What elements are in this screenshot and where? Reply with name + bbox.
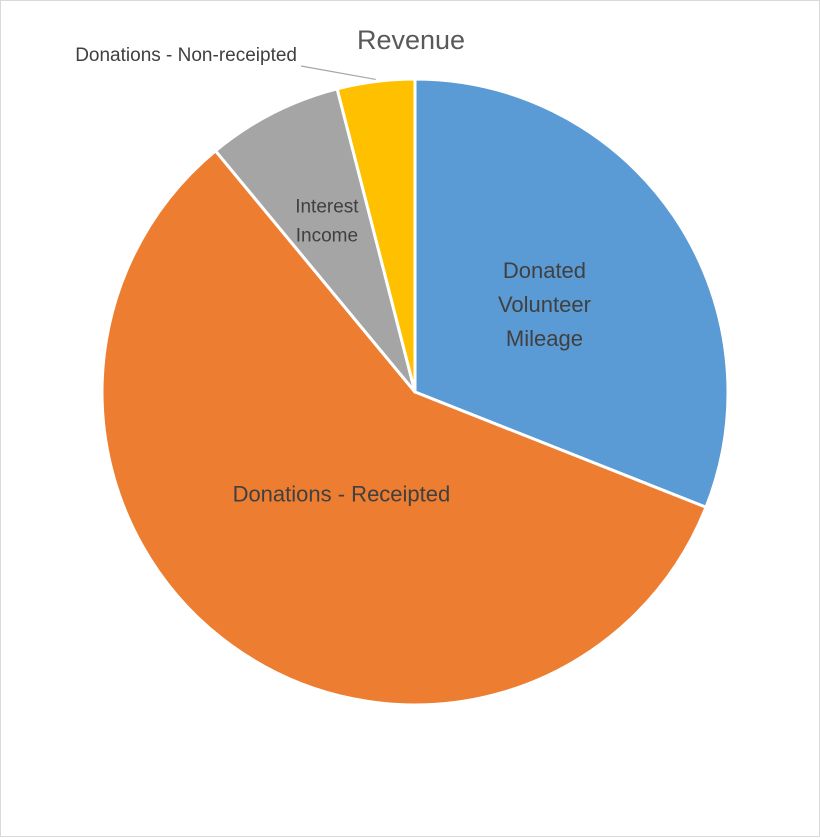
slice-label-donations-non-receipted: Donations - Non-receipted [75,45,297,66]
slice-label-donations-receipted: Donations - Receipted [233,481,451,506]
pie-slice-donations-non-receipted [335,77,417,394]
slice-label-interest-income: Interest Income [295,197,359,247]
pie-slice-interest-income [213,87,417,394]
pie-slice-donations-receipted [100,149,708,707]
pie-slice-donated-volunteer-mileage [413,77,730,509]
slice-label-donated-volunteer-mileage: Donated Volunteer Mileage [498,258,591,351]
pie-slices [100,77,730,707]
pie-labels: Donated Volunteer Mileage Donations - Recei… [75,45,591,506]
chart-title: Revenue [357,25,465,55]
leader-line-donations-non-receipted [300,65,376,81]
